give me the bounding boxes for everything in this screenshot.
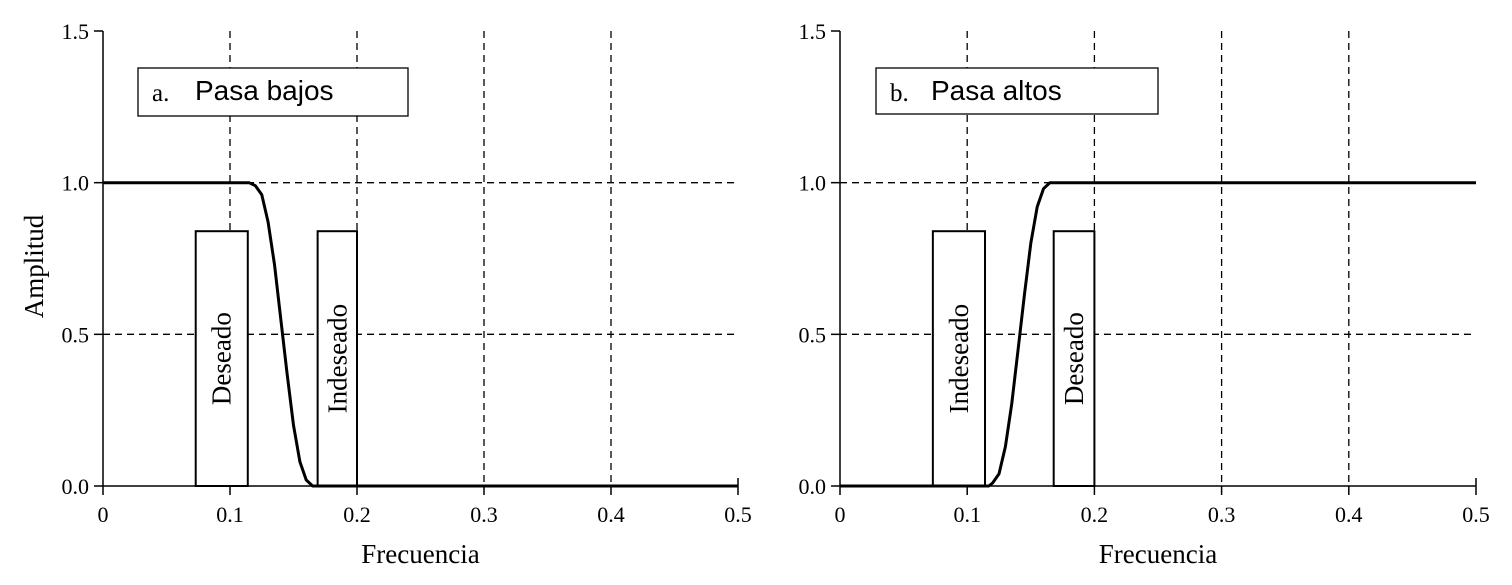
- chart-1-y-tick-label-1: 0.5: [62, 322, 90, 347]
- chart-1-x-tick-label-4: 0.4: [597, 502, 625, 527]
- chart-1-y-tick-label-3: 1.5: [62, 19, 90, 44]
- chart-1-y-axis-title: Amplitud: [19, 214, 49, 318]
- chart-2-y-tick-label-1: 0.5: [799, 322, 827, 347]
- chart-1-x-tick-label-2: 0.2: [343, 502, 371, 527]
- chart-2-x-tick-label-3: 0.3: [1208, 502, 1236, 527]
- chart-1-x-tick-label-1: 0.1: [216, 502, 244, 527]
- chart-1-title-box: [137, 67, 409, 117]
- chart-2-band-0: [931, 230, 987, 487]
- chart-1: 0 0.1 0.2 0.3 0.4 0.5 0.0 0.5 1.0 1.5 Deseado Indes…: [19, 19, 752, 569]
- chart-2-x-tick-label-4: 0.4: [1335, 502, 1363, 527]
- chart-1-series-line: [103, 181, 738, 488]
- chart-2-title-prefix: b.: [890, 80, 909, 107]
- chart-2-band-label-1: Deseado: [1059, 312, 1089, 405]
- chart-2-series-line: [840, 181, 1476, 488]
- chart-2: 0 0.1 0.2 0.3 0.4 0.5 0.0 0.5 1.0 1.5 Indeseado Des…: [799, 19, 1490, 569]
- chart-1-y-tick-label-2: 1.0: [62, 171, 90, 196]
- chart-2-title: Pasa altos: [931, 75, 1062, 106]
- chart-1-title: Pasa bajos: [195, 75, 334, 106]
- chart-2-x-tick-label-5: 0.5: [1462, 502, 1490, 527]
- chart-2-y-tick-label-3: 1.5: [799, 19, 827, 44]
- chart-1-band-label-1: Indeseado: [322, 304, 352, 413]
- chart-2-x-tick-label-2: 0.2: [1081, 502, 1109, 527]
- chart-2-x-axis-title: Frecuencia: [1099, 539, 1217, 569]
- chart-2-x-tick-label-1: 0.1: [953, 502, 981, 527]
- chart-1-x-tick-label-0: 0: [98, 502, 109, 527]
- chart-1-band-label-0: Deseado: [207, 312, 237, 405]
- chart-1-title-prefix: a.: [152, 80, 169, 107]
- chart-1-band-0: [194, 230, 249, 487]
- chart-1-x-tick-label-5: 0.5: [724, 502, 752, 527]
- chart-1-y-tick-label-0: 0.0: [62, 474, 90, 499]
- chart-2-y-tick-label-0: 0.0: [799, 474, 827, 499]
- chart-2-band-1: [1052, 230, 1096, 487]
- chart-1-x-axis-title: Frecuencia: [361, 539, 479, 569]
- chart-2-title-box: [875, 67, 1159, 115]
- chart-2-band-label-0: Indeseado: [944, 304, 974, 413]
- chart-2-x-tick-label-0: 0: [835, 502, 846, 527]
- chart-2-y-tick-label-2: 1.0: [799, 171, 827, 196]
- chart-1-x-tick-label-3: 0.3: [470, 502, 498, 527]
